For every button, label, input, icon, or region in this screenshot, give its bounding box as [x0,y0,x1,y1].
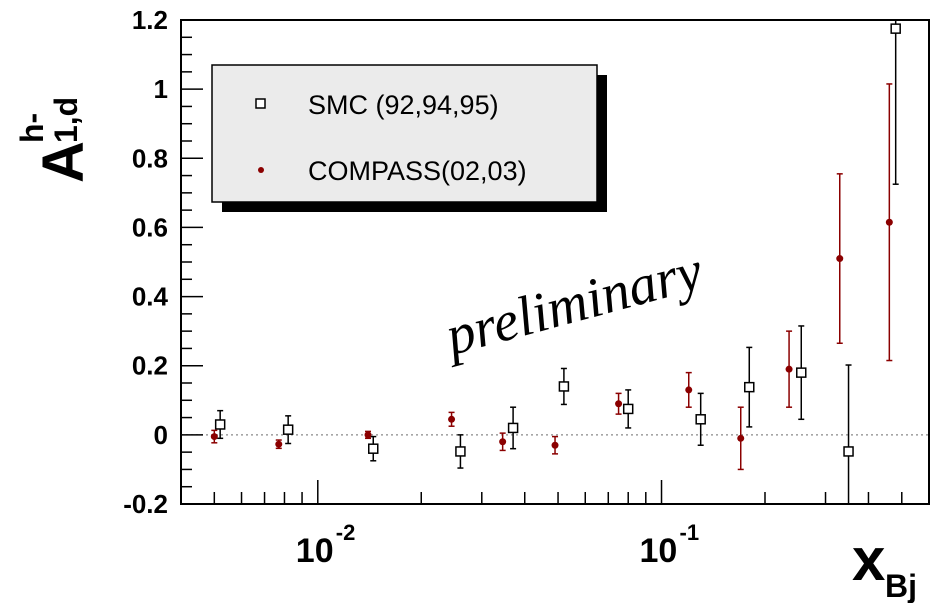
y-axis-title-sub: 1,d [48,97,84,143]
y-axis-title-main: A [31,141,96,183]
y-tick-label: 0.8 [132,143,168,173]
data-marks [210,19,901,504]
legend-compass-marker [258,167,264,173]
smc-data-point [622,403,634,415]
compass-data-point [737,434,745,442]
legend-smc-label: SMC (92,94,95) [308,90,499,120]
compass-data-point [275,440,283,448]
compass-series [210,83,893,471]
y-axis-title: A h- 1,d [14,97,96,183]
y-tick-label: -0.2 [123,489,168,519]
smc-data-point [695,414,706,425]
compass-data-point [885,218,893,226]
smc-data-point [890,23,901,34]
x-tick-label-base: 10 [296,532,334,570]
compass-data-point [499,438,507,446]
smc-data-point [368,443,379,454]
x-tick-label-exponent: -1 [680,520,700,545]
compass-data-point [448,415,456,423]
smc-data-point [214,419,226,430]
x-axis-title-sub: Bj [885,568,917,603]
legend: SMC (92,94,95) COMPASS(02,03) [211,64,607,212]
compass-data-point [836,255,844,263]
y-tick-labels: -0.2 0 0.2 0.4 0.6 0.8 1 1.2 [123,5,168,519]
compass-data-point [551,441,559,449]
x-tick-label-base: 10 [640,532,678,570]
y-tick-label: 0 [154,420,168,450]
tick-marks [180,19,903,505]
smc-data-point [843,446,854,457]
y-tick-label: 1 [154,74,168,104]
compass-data-point [364,431,372,439]
compass-data-point [615,400,623,408]
y-tick-label: 0.2 [132,351,168,381]
smc-data-point [558,381,570,392]
legend-box [211,64,598,203]
smc-data-point [796,367,807,378]
x-axis-title-main: x [852,526,885,593]
compass-data-point [210,433,218,441]
compass-data-point [685,386,693,394]
y-tick-label: 0.6 [132,212,168,242]
legend-compass-label: COMPASS(02,03) [308,156,527,186]
smc-data-point [507,422,519,434]
y-tick-label: 0.4 [132,282,169,312]
legend-smc-marker [255,98,266,109]
x-tick-label-exponent: -2 [336,520,356,545]
compass-data-point [785,365,793,373]
y-tick-label: 1.2 [132,5,168,35]
x-tick-labels: 10 -2 10 -1 [296,520,699,570]
preliminary-annotation: preliminary [435,240,708,369]
smc-data-point [744,381,755,393]
smc-series [214,19,901,504]
y-axis-title-sup: h- [14,113,50,143]
smc-data-point [282,424,294,435]
smc-data-point [455,446,466,457]
